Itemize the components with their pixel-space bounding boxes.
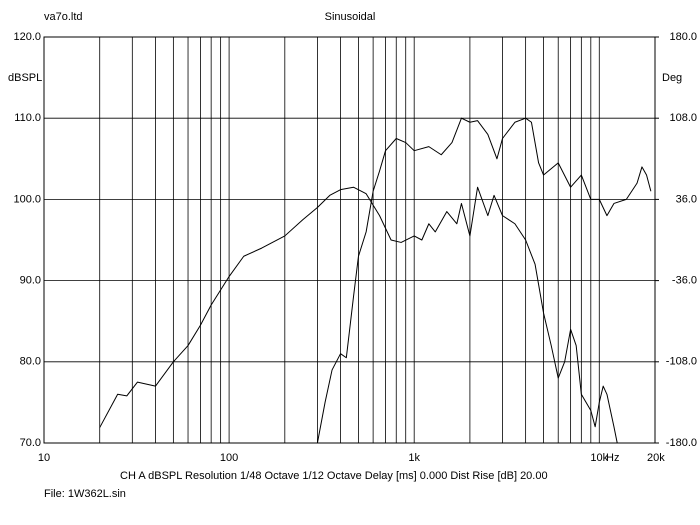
y-axis-label: dBSPL xyxy=(8,72,42,84)
y-tick-label: 70.0 xyxy=(20,437,41,449)
y2-tick-label: 108.0 xyxy=(669,112,697,124)
response-line xyxy=(316,117,652,444)
y2-tick-label: -36.0 xyxy=(672,275,697,287)
y-tick-label: 110.0 xyxy=(14,112,41,124)
y-tick-label: 120.0 xyxy=(13,31,41,43)
y-tick-label: 90.0 xyxy=(20,275,41,287)
y-tick-label: 80.0 xyxy=(20,356,41,368)
chart-title: Sinusoidal xyxy=(325,11,376,23)
x-tick-label: 1k xyxy=(408,452,420,464)
y2-tick-label: 180.0 xyxy=(669,31,697,43)
x-tick-label: 20k xyxy=(647,452,665,464)
x-tick-label: 10 xyxy=(38,452,50,464)
annotation: File: 1W362L.sin xyxy=(44,488,126,500)
plot-frame xyxy=(43,36,656,444)
response-line xyxy=(99,186,618,444)
annotation: CH A dBSPL Resolution 1/48 Octave 1/12 O… xyxy=(120,470,548,482)
x-tick-label: 10k xyxy=(590,452,608,464)
header-left: va7o.ltd xyxy=(44,11,83,23)
y2-tick-label: 36.0 xyxy=(676,193,697,205)
x-axis-label: Hz xyxy=(606,452,619,464)
y2-tick-label: -180.0 xyxy=(666,437,697,449)
y2-axis-label: Deg xyxy=(662,72,682,84)
y2-tick-label: -108.0 xyxy=(666,356,697,368)
y-tick-label: 100.0 xyxy=(13,193,41,205)
x-tick-label: 100 xyxy=(220,452,238,464)
